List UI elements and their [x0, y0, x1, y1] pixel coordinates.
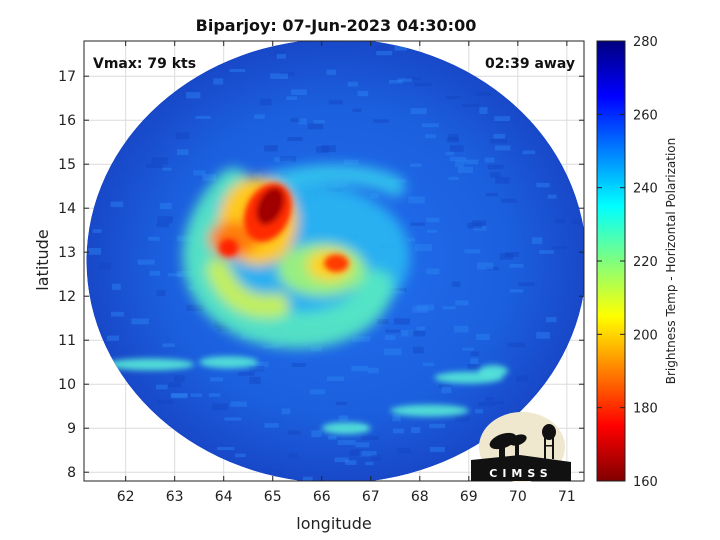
- microwave-swath: [86, 41, 584, 481]
- satellite-dish-icon: [489, 432, 527, 458]
- colorbar-tick-label: 180: [633, 402, 658, 417]
- y-tick-label: 10: [58, 377, 76, 393]
- plot-frame: [83, 40, 585, 482]
- time-away-label: 02:39 away: [485, 56, 575, 72]
- y-axis-label: latitude: [33, 229, 52, 290]
- y-tick-label: 12: [58, 289, 76, 305]
- x-tick-label: 69: [460, 489, 478, 505]
- x-tick-label: 68: [411, 489, 429, 505]
- y-tick-label: 17: [58, 69, 76, 85]
- y-tick-label: 9: [67, 421, 76, 437]
- x-axis-label: longitude: [296, 514, 371, 533]
- x-tick-label: 64: [215, 489, 233, 505]
- plot-area: 62 63 64 65 66 67 68 69 70 71 8 9 10 11 12 13 14 15 16 17: [58, 40, 585, 505]
- colorbar-ticks: 160 180 200 220 240 260 280: [597, 35, 658, 490]
- y-tick-label: 11: [58, 333, 76, 349]
- colorbar-label: Brightness Temp - Horizontal Polarizatio…: [664, 138, 678, 385]
- x-tick-label: 65: [264, 489, 282, 505]
- x-tick-label: 70: [509, 489, 527, 505]
- southern-rainbands: [106, 356, 509, 435]
- logo-text: CIMSS: [489, 467, 552, 480]
- y-axis-ticks: 8 9 10 11 12 13 14 15 16 17: [58, 69, 584, 481]
- colorbar-tick-label: 260: [633, 108, 658, 123]
- y-tick-label: 14: [58, 201, 76, 217]
- y-tick-label: 13: [58, 245, 76, 261]
- x-tick-label: 63: [166, 489, 184, 505]
- y-tick-label: 16: [58, 113, 76, 129]
- x-tick-label: 71: [558, 489, 576, 505]
- water-tower-icon: [542, 424, 556, 459]
- vmax-label: Vmax: 79 kts: [93, 56, 196, 72]
- cold-cloud-cores: [218, 183, 349, 272]
- colorbar-tick-label: 160: [633, 475, 658, 490]
- x-tick-label: 67: [362, 489, 380, 505]
- colorbar: 160 180 200 220 240 260 280 Brightness Temp - …: [596, 35, 678, 490]
- colorbar-tick-label: 280: [633, 35, 658, 50]
- colorbar-tick-label: 240: [633, 182, 658, 197]
- chart-title: Biparjoy: 07-Jun-2023 04:30:00: [196, 16, 477, 35]
- colorbar-tick-label: 220: [633, 255, 658, 270]
- cimss-logo: CIMSS: [471, 412, 571, 482]
- logo-ground: [471, 455, 571, 481]
- y-tick-label: 15: [58, 157, 76, 173]
- x-axis-ticks: 62 63 64 65 66 67 68 69 70 71: [117, 41, 576, 505]
- x-tick-label: 62: [117, 489, 135, 505]
- y-tick-label: 8: [67, 465, 76, 481]
- x-tick-label: 66: [313, 489, 331, 505]
- colorbar-tick-label: 200: [633, 328, 658, 343]
